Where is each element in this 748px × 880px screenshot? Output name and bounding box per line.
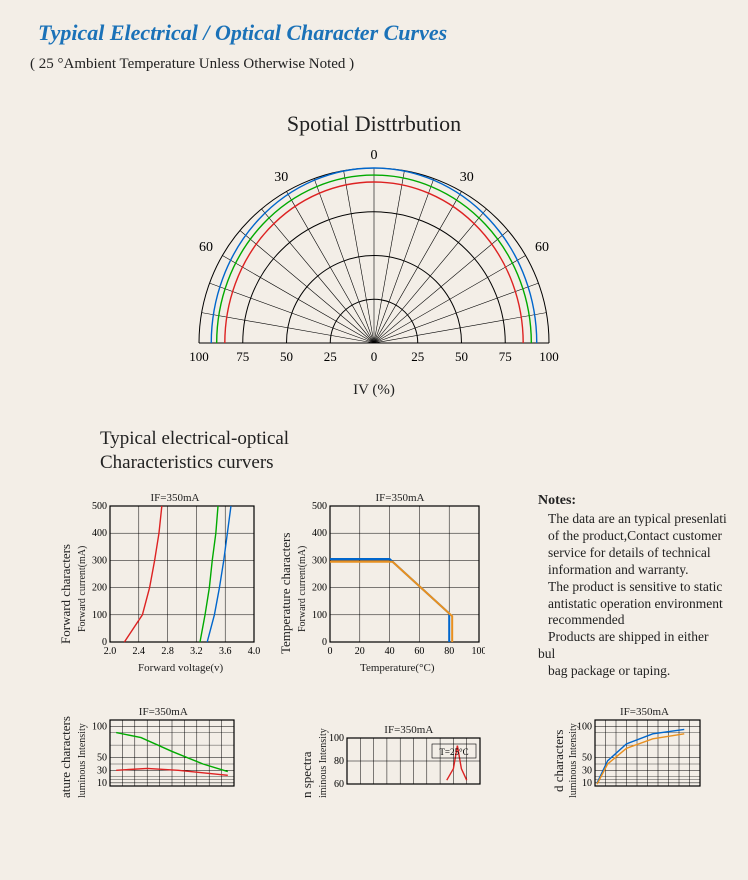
row-2: ature characters luminous Intensity IF=3… — [0, 680, 748, 813]
svg-text:100: 100 — [329, 733, 344, 744]
svg-text:100: 100 — [92, 609, 107, 620]
svg-text:0: 0 — [371, 349, 378, 364]
chart4-vlabel: n spectra — [299, 751, 315, 798]
page: Typical Electrical / Optical Character C… — [0, 0, 748, 880]
svg-text:20: 20 — [355, 646, 365, 657]
chart-5: d characters luminous Intensity IF=350mA… — [571, 708, 718, 813]
svg-text:200: 200 — [312, 582, 327, 593]
notes-line: The data are an typical presenlati — [538, 511, 728, 528]
polar-axis-label: IV (%) — [0, 382, 748, 399]
svg-text:500: 500 — [92, 501, 107, 512]
chart-3: ature characters luminous Intensity IF=3… — [80, 708, 247, 813]
chart5-vlabel2: luminous Intensity — [568, 723, 579, 798]
chart3-vlabel2: luminous Intensity — [77, 723, 88, 798]
svg-text:100: 100 — [539, 349, 559, 364]
svg-text:80: 80 — [444, 646, 454, 657]
svg-text:3.6: 3.6 — [219, 646, 232, 657]
svg-text:40: 40 — [385, 646, 395, 657]
chart1-hlabel: Forward voltage(v) — [138, 662, 223, 674]
svg-text:500: 500 — [312, 501, 327, 512]
chart5-if: IF=350mA — [620, 706, 669, 718]
chart2-if: IF=350mA — [376, 492, 425, 504]
chart2-vlabel: Temperature characters — [278, 532, 294, 653]
svg-text:50: 50 — [455, 349, 468, 364]
notes-line: bag package or taping. — [538, 663, 728, 680]
chart1-vlabel: Forward characters — [58, 544, 74, 644]
svg-text:30: 30 — [97, 765, 107, 776]
svg-text:3.2: 3.2 — [190, 646, 203, 657]
svg-text:30: 30 — [274, 170, 288, 185]
svg-text:60: 60 — [334, 779, 344, 790]
svg-text:25: 25 — [324, 349, 337, 364]
svg-text:0: 0 — [322, 637, 327, 648]
svg-text:75: 75 — [499, 349, 512, 364]
svg-text:80: 80 — [334, 756, 344, 767]
chart-temperature: Temperature characters Forward current(m… — [300, 494, 500, 669]
svg-text:50: 50 — [582, 753, 592, 764]
row-1: Forward characters Forward current(mA) I… — [0, 480, 748, 680]
main-title: Typical Electrical / Optical Character C… — [0, 0, 748, 46]
chart4-svg: 60 80 100 T=25°C — [321, 726, 486, 806]
polar-svg: 0 30 30 60 60 100 75 50 25 0 25 50 75 100 — [144, 143, 604, 373]
chart-4: n spectra iminous Intensity IF=350mA 608… — [321, 726, 497, 811]
svg-text:T=25°C: T=25°C — [439, 747, 468, 757]
svg-text:300: 300 — [312, 555, 327, 566]
svg-text:100: 100 — [312, 609, 327, 620]
svg-text:2.8: 2.8 — [161, 646, 174, 657]
chart4-if: IF=350mA — [384, 724, 433, 736]
chart2-vlabel2: Forward current(mA) — [297, 545, 308, 631]
chart2-hlabel: Temperature(°C) — [360, 662, 434, 674]
svg-text:2.4: 2.4 — [133, 646, 146, 657]
notes-line: Products are shipped in either bul — [538, 629, 728, 663]
chart1-svg: 2.02.42.83.23.64.00100200300400500 — [80, 494, 260, 664]
chart4-vlabel2: iminous Intensity — [318, 728, 329, 798]
notes-block: Notes: The data are an typical presenlat… — [538, 492, 728, 680]
svg-text:200: 200 — [92, 582, 107, 593]
notes-line: service for details of technical — [538, 545, 728, 562]
chart5-vlabel: d characters — [551, 729, 567, 791]
svg-text:60: 60 — [535, 240, 549, 255]
notes-line: The product is sensitive to static — [538, 579, 728, 596]
svg-text:60: 60 — [414, 646, 424, 657]
svg-text:10: 10 — [97, 778, 107, 789]
svg-text:60: 60 — [199, 240, 213, 255]
svg-text:75: 75 — [236, 349, 249, 364]
subtitle: ( 25 °Ambient Temperature Unless Otherwi… — [0, 46, 748, 73]
section-subtitle: Typical electrical-opticalCharacteristic… — [100, 427, 748, 476]
chart3-if: IF=350mA — [139, 706, 188, 718]
svg-text:4.0: 4.0 — [248, 646, 260, 657]
svg-text:100: 100 — [472, 646, 486, 657]
polar-chart: 0 30 30 60 60 100 75 50 25 0 25 50 75 100 — [144, 143, 604, 378]
svg-text:0: 0 — [371, 148, 378, 163]
svg-text:0: 0 — [102, 637, 107, 648]
svg-text:50: 50 — [97, 753, 107, 764]
svg-text:100: 100 — [92, 721, 107, 732]
chart3-vlabel: ature characters — [58, 716, 74, 798]
svg-text:400: 400 — [92, 528, 107, 539]
notes-line: of the product,Contact customer — [538, 528, 728, 545]
svg-text:400: 400 — [312, 528, 327, 539]
chart1-if: IF=350mA — [151, 492, 200, 504]
svg-text:100: 100 — [189, 349, 209, 364]
notes-heading: Notes: — [538, 492, 728, 510]
polar-title: Spotial Disttrbution — [0, 111, 748, 137]
chart-forward: Forward characters Forward current(mA) I… — [80, 494, 270, 669]
svg-text:0: 0 — [328, 646, 333, 657]
chart5-svg: 10 3050 100 — [571, 708, 706, 808]
notes-line: antistatic operation environment — [538, 596, 728, 613]
chart1-vlabel2: Forward current(mA) — [77, 545, 88, 631]
svg-text:25: 25 — [411, 349, 424, 364]
chart2-svg: 0 20 40 60 80 100 0 100 200 300 400 500 — [300, 494, 485, 664]
svg-text:10: 10 — [582, 778, 592, 789]
svg-text:300: 300 — [92, 555, 107, 566]
notes-line: information and warranty. — [538, 562, 728, 579]
svg-text:30: 30 — [582, 765, 592, 776]
svg-text:100: 100 — [577, 721, 592, 732]
svg-text:30: 30 — [460, 170, 474, 185]
notes-line: recommended — [538, 612, 728, 629]
svg-text:50: 50 — [280, 349, 293, 364]
chart3-svg: 10 3050 100 — [80, 708, 240, 808]
